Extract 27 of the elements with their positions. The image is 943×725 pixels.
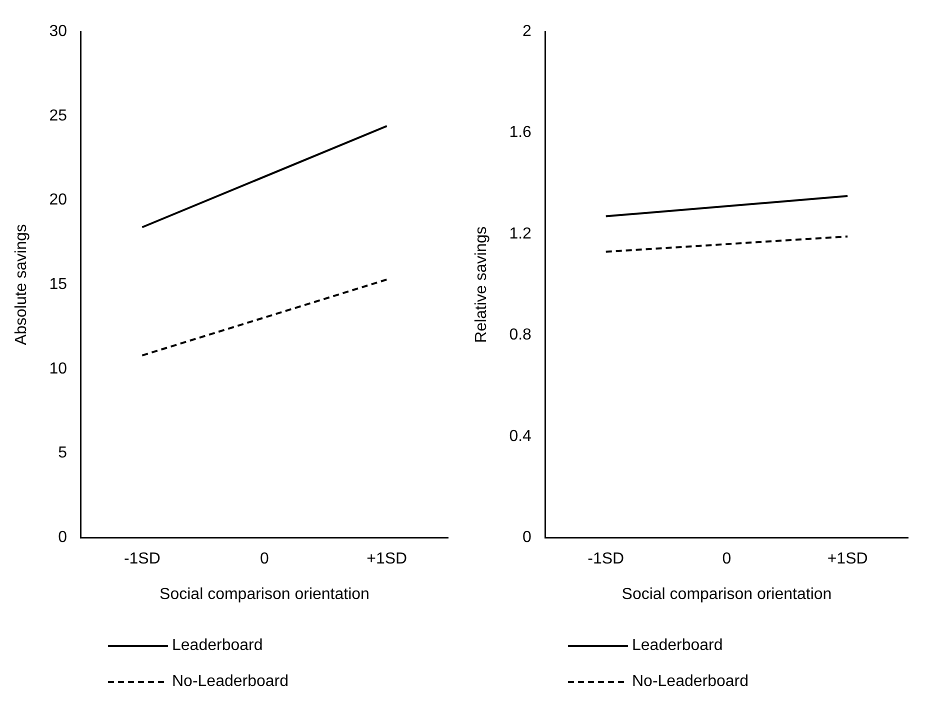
y-tick-label: 0 <box>522 529 532 546</box>
y-axis-title: Absolute savings <box>13 224 30 346</box>
y-axis-title: Relative savings <box>473 226 490 343</box>
legend-label: No-Leaderboard <box>632 673 749 691</box>
y-tick-label: 1.2 <box>509 225 532 242</box>
y-tick-label: 30 <box>49 23 68 40</box>
x-tick-label: +1SD <box>366 550 408 568</box>
y-tick-label: 25 <box>49 107 68 124</box>
x-tick-label: +1SD <box>827 550 868 568</box>
y-tick-label: 15 <box>49 276 68 294</box>
x-tick-label: -1SD <box>588 550 624 568</box>
x-tick-label: -1SD <box>124 550 160 568</box>
y-tick-label: 2 <box>522 23 532 40</box>
y-tick-label: 5 <box>58 444 68 462</box>
x-tick-label: 0 <box>260 550 270 568</box>
y-tick-label: 0.8 <box>509 326 532 344</box>
legend-label: Leaderboard <box>632 637 723 655</box>
x-axis-title: Social comparison orientation <box>622 586 832 603</box>
y-tick-label: 0.4 <box>509 428 532 445</box>
x-axis-title: Social comparison orientation <box>160 586 370 603</box>
y-tick-label: 0 <box>58 529 68 546</box>
x-tick-label: 0 <box>722 550 732 568</box>
legend-label: No-Leaderboard <box>172 673 289 691</box>
y-tick-label: 10 <box>49 360 68 378</box>
legend-label: Leaderboard <box>172 637 263 655</box>
y-tick-label: 1.6 <box>509 124 532 142</box>
y-tick-label: 20 <box>49 192 68 209</box>
